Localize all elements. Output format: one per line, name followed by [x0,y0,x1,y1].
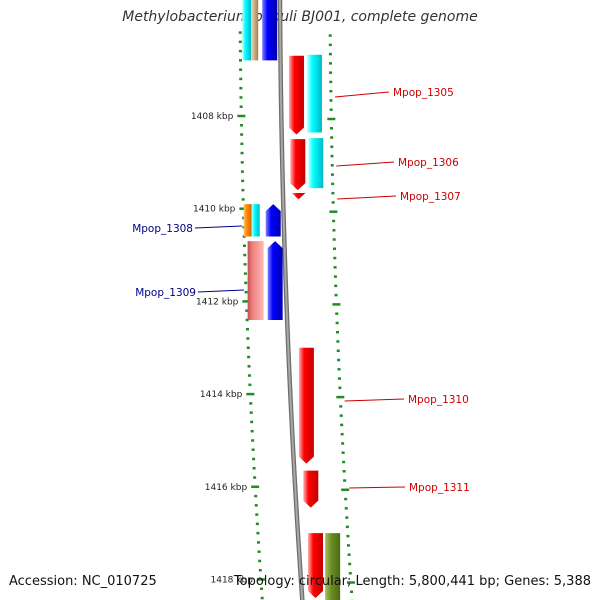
gene-forward-cog [325,533,341,600]
tick-label: 1418 kbp [211,576,254,586]
label-leader-line [197,289,245,293]
gene-label: Mpop_1306 [398,157,459,169]
gene-reverse-cog [247,241,264,320]
gene-forward-cds [290,139,306,191]
label-leader-line [336,161,395,167]
gene-reverse-cds [262,0,278,61]
map-title: Methylobacterium populi BJ001, complete … [122,9,478,25]
gene-reverse-cog [251,0,259,61]
gene-forward-cog [306,54,322,133]
gene-reverse-cds [267,241,283,320]
gene-forward-cds [298,347,314,464]
label-leader-line [349,486,406,489]
gene-label: Mpop_1305 [393,87,454,99]
gene-label: Mpop_1307 [400,191,461,203]
tick-label: 1414 kbp [200,390,243,400]
gene-reverse-cog [242,0,252,61]
gene-forward-cds [291,192,307,200]
backbone-line [278,0,304,600]
tick-label: 1408 kbp [191,112,234,122]
gene-reverse-cog [251,204,260,237]
gene-forward-cds [303,470,319,508]
gene-forward-cog [308,138,324,189]
gene-label: Mpop_1308 [132,223,193,235]
gene-label: Mpop_1311 [409,482,470,494]
tick-label: 1410 kbp [193,205,236,215]
tick-label: 1412 kbp [196,297,239,307]
tick-label: 1416 kbp [205,483,248,493]
gene-reverse-cog [243,204,252,237]
gene-forward-cds [307,533,323,599]
label-leader-line [344,398,405,402]
gene-forward-cds [288,55,304,135]
gene-label: Mpop_1310 [408,394,469,406]
gene-reverse-cds [265,204,281,237]
topology-text: Topology: circular; Length: 5,800,441 bp… [233,574,591,589]
accession-text: Accession: NC_010725 [9,574,157,589]
label-leader-line [194,225,242,229]
label-leader-line [337,195,397,200]
label-leader-line [334,91,390,98]
gene-label: Mpop_1309 [135,287,196,299]
